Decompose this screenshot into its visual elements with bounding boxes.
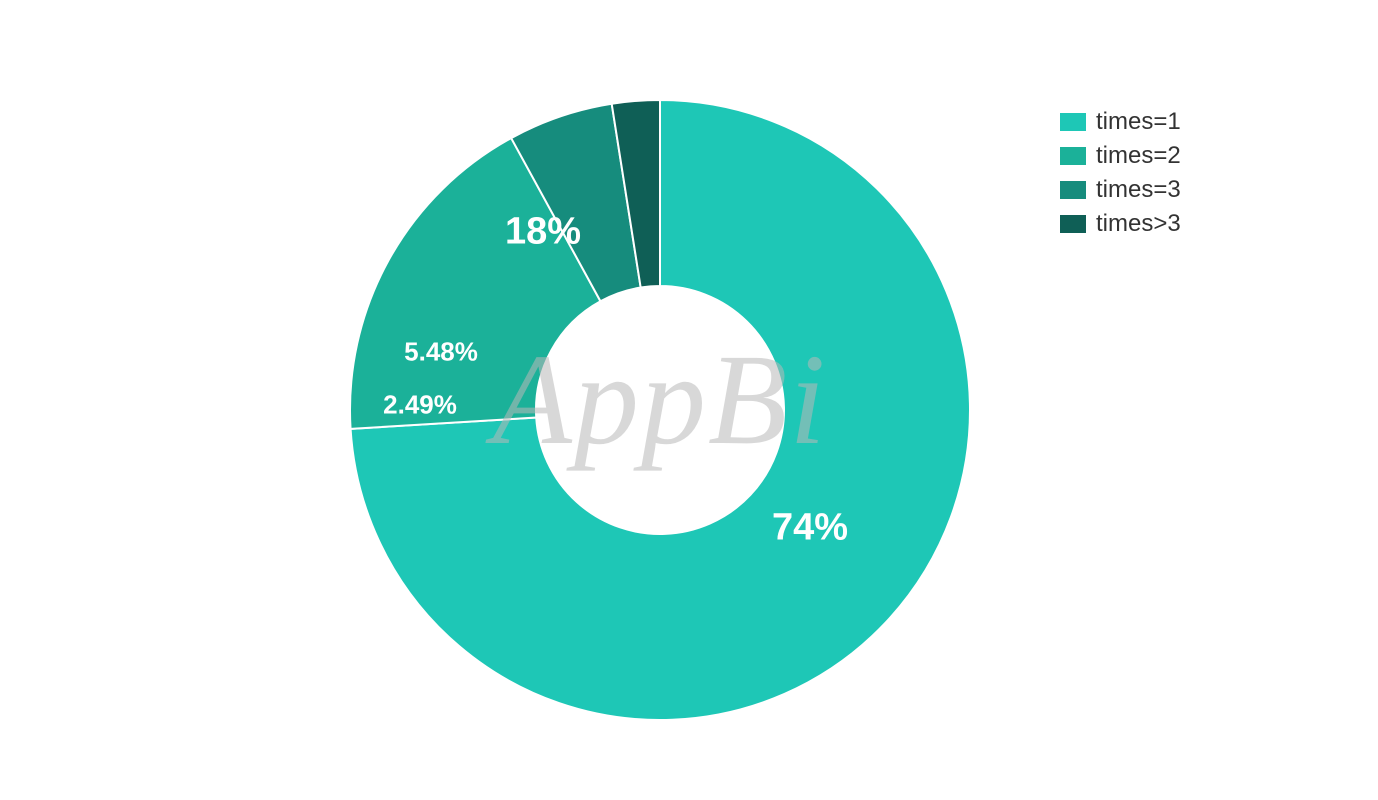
legend-swatch-0 [1060, 113, 1086, 131]
legend-label-3: times>3 [1096, 210, 1181, 238]
legend: times=1 times=2 times=3 times>3 [1060, 108, 1181, 244]
legend-item-0[interactable]: times=1 [1060, 108, 1181, 136]
legend-swatch-1 [1060, 147, 1086, 165]
legend-label-1: times=2 [1096, 142, 1181, 170]
legend-label-2: times=3 [1096, 176, 1181, 204]
pie-slice-label-3: 2.49% [383, 390, 457, 421]
pie-slice-label-1: 18% [505, 211, 581, 254]
legend-label-0: times=1 [1096, 108, 1181, 136]
legend-swatch-3 [1060, 215, 1086, 233]
legend-item-1[interactable]: times=2 [1060, 142, 1181, 170]
pie-slice-label-0: 74% [772, 507, 848, 550]
legend-swatch-2 [1060, 181, 1086, 199]
legend-item-2[interactable]: times=3 [1060, 176, 1181, 204]
pie-slice-label-2: 5.48% [404, 337, 478, 368]
donut-chart: AppBi times=1times=2times=3times>3 74%18… [0, 0, 1378, 800]
legend-item-3[interactable]: times>3 [1060, 210, 1181, 238]
